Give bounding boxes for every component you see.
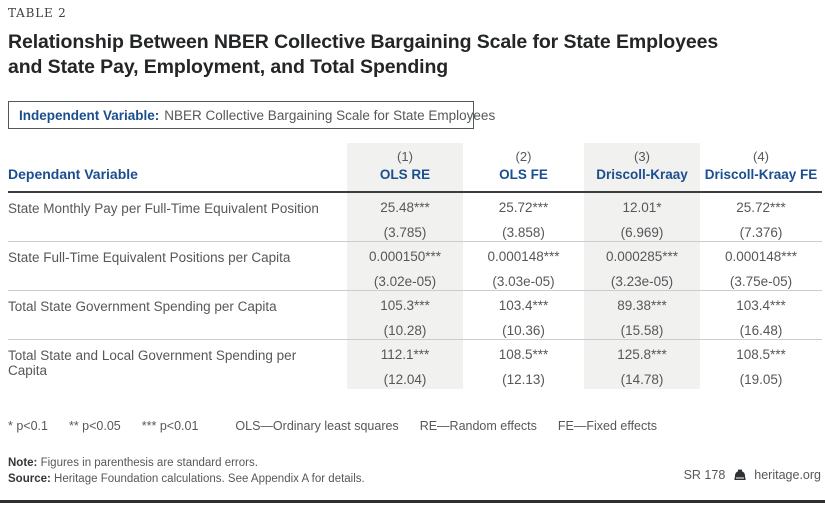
bottom-rule	[0, 500, 825, 503]
coefficient: 12.01*	[622, 200, 662, 215]
column-header-dependent-variable: Dependant Variable	[8, 143, 347, 193]
footer-branding: SR 178 heritage.org	[684, 468, 821, 482]
legend-item: ** p<0.05	[68, 419, 121, 433]
coefficient: 25.72***	[736, 200, 786, 215]
coefficient: 25.48***	[380, 200, 430, 215]
standard-error: (10.28)	[383, 323, 427, 338]
table-cell: 0.000285*** (3.23e-05)	[584, 242, 700, 291]
source-line: Source: Heritage Foundation calculations…	[8, 472, 365, 488]
column-header-4: (4) Driscoll-Kraay FE	[700, 143, 822, 193]
table-cell: 89.38*** (15.58)	[584, 291, 700, 340]
row-label: State Full-Time Equivalent Positions per…	[8, 242, 347, 291]
table-cell: 108.5*** (12.13)	[463, 340, 584, 389]
table-cell: 103.4*** (16.48)	[700, 291, 822, 340]
column-model-name: OLS RE	[379, 167, 431, 182]
column-header-2: (2) OLS FE	[463, 143, 584, 193]
table-cell: 0.000148*** (3.75e-05)	[700, 242, 822, 291]
standard-error: (3.785)	[383, 225, 427, 240]
standard-error: (3.03e-05)	[492, 274, 555, 289]
page-title: Relationship Between NBER Collective Bar…	[8, 30, 718, 79]
standard-error: (3.75e-05)	[729, 274, 793, 289]
standard-error: (15.58)	[620, 323, 664, 338]
column-number: (4)	[753, 149, 769, 164]
results-table: Dependant Variable (1) OLS RE (2) OLS FE…	[8, 143, 822, 389]
standard-error: (10.36)	[502, 323, 545, 338]
coefficient: 25.72***	[498, 200, 549, 215]
standard-error: (3.858)	[502, 225, 545, 240]
legend-item: *** p<0.01	[141, 419, 199, 433]
table-cell: 25.72*** (3.858)	[463, 193, 584, 242]
column-header-3: (3) Driscoll-Kraay	[584, 143, 700, 193]
coefficient: 103.4***	[498, 298, 549, 313]
table-cell: 125.8*** (14.78)	[584, 340, 700, 389]
standard-error: (12.13)	[502, 372, 545, 387]
independent-variable-label: Independent Variable:	[19, 107, 160, 123]
standard-error: (14.78)	[620, 372, 664, 387]
row-label: Total State and Local Government Spendin…	[8, 348, 297, 378]
coefficient: 0.000150***	[368, 249, 442, 264]
independent-variable-box: Independent Variable: NBER Collective Ba…	[8, 101, 495, 129]
coefficient: 0.000285***	[605, 249, 679, 264]
coefficient: 105.3***	[380, 298, 430, 313]
row-label: State Monthly Pay per Full-Time Equivale…	[8, 193, 347, 242]
column-number: (1)	[397, 149, 413, 164]
column-model-name: Driscoll-Kraay	[596, 167, 688, 182]
report-id: SR 178	[683, 468, 726, 482]
independent-variable-value: NBER Collective Bargaining Scale for Sta…	[164, 107, 496, 123]
title-line-2: and State Pay, Employment, and Total Spe…	[8, 55, 449, 78]
standard-error: (6.969)	[620, 225, 664, 240]
standard-error: (7.376)	[739, 225, 783, 240]
table-cell: 25.48*** (3.785)	[347, 193, 463, 242]
legend-item: RE—Random effects	[419, 419, 537, 433]
table-label: TABLE 2	[8, 6, 67, 20]
note-text: Figures in parenthesis are standard erro…	[40, 457, 258, 469]
table-cell: 0.000148*** (3.03e-05)	[463, 242, 584, 291]
column-number: (3)	[634, 149, 650, 164]
title-line-1: Relationship Between NBER Collective Bar…	[8, 31, 719, 53]
legend-item: OLS—Ordinary least squares	[235, 419, 399, 433]
coefficient: 89.38***	[617, 298, 667, 313]
dependent-variable-header-label: Dependant Variable	[8, 166, 138, 182]
legend-item: * p<0.1	[8, 419, 48, 433]
table-cell: 103.4*** (10.36)	[463, 291, 584, 340]
column-header-1: (1) OLS RE	[347, 143, 463, 193]
standard-error: (12.04)	[383, 372, 427, 387]
standard-error: (19.05)	[739, 372, 783, 387]
coefficient: 0.000148***	[487, 249, 560, 264]
note-label: Note:	[8, 457, 38, 469]
table-cell: 108.5*** (19.05)	[700, 340, 822, 389]
table-cell: 25.72*** (7.376)	[700, 193, 822, 242]
coefficient: 103.4***	[736, 298, 786, 313]
coefficient: 108.5***	[498, 347, 549, 362]
table-cell: 0.000150*** (3.02e-05)	[347, 242, 463, 291]
significance-legend: * p<0.1 ** p<0.05 *** p<0.01 OLS—Ordinar…	[8, 419, 678, 433]
table-cell: 105.3*** (10.28)	[347, 291, 463, 340]
notes-block: Note: Figures in parenthesis are standar…	[8, 456, 365, 487]
standard-error: (16.48)	[739, 323, 783, 338]
source-text: Heritage Foundation calculations. See Ap…	[54, 472, 365, 485]
table-cell: 12.01* (6.969)	[584, 193, 700, 242]
website-text: heritage.org	[754, 468, 821, 482]
source-label: Source:	[8, 472, 51, 485]
table-cell: 112.1*** (12.04)	[347, 340, 463, 389]
column-model-name: OLS FE	[499, 167, 548, 182]
coefficient: 108.5***	[736, 347, 786, 362]
legend-item: FE—Fixed effects	[557, 419, 657, 433]
row-label: Total State Government Spending per Capi…	[8, 291, 347, 340]
standard-error: (3.23e-05)	[610, 274, 674, 289]
liberty-bell-icon	[734, 469, 746, 480]
coefficient: 125.8***	[617, 347, 667, 362]
note-line: Note: Figures in parenthesis are standar…	[8, 456, 365, 472]
column-model-name: Driscoll-Kraay FE	[704, 167, 818, 182]
column-number: (2)	[515, 149, 532, 164]
coefficient: 112.1***	[380, 347, 430, 362]
standard-error: (3.02e-05)	[373, 274, 437, 289]
coefficient: 0.000148***	[724, 249, 798, 264]
